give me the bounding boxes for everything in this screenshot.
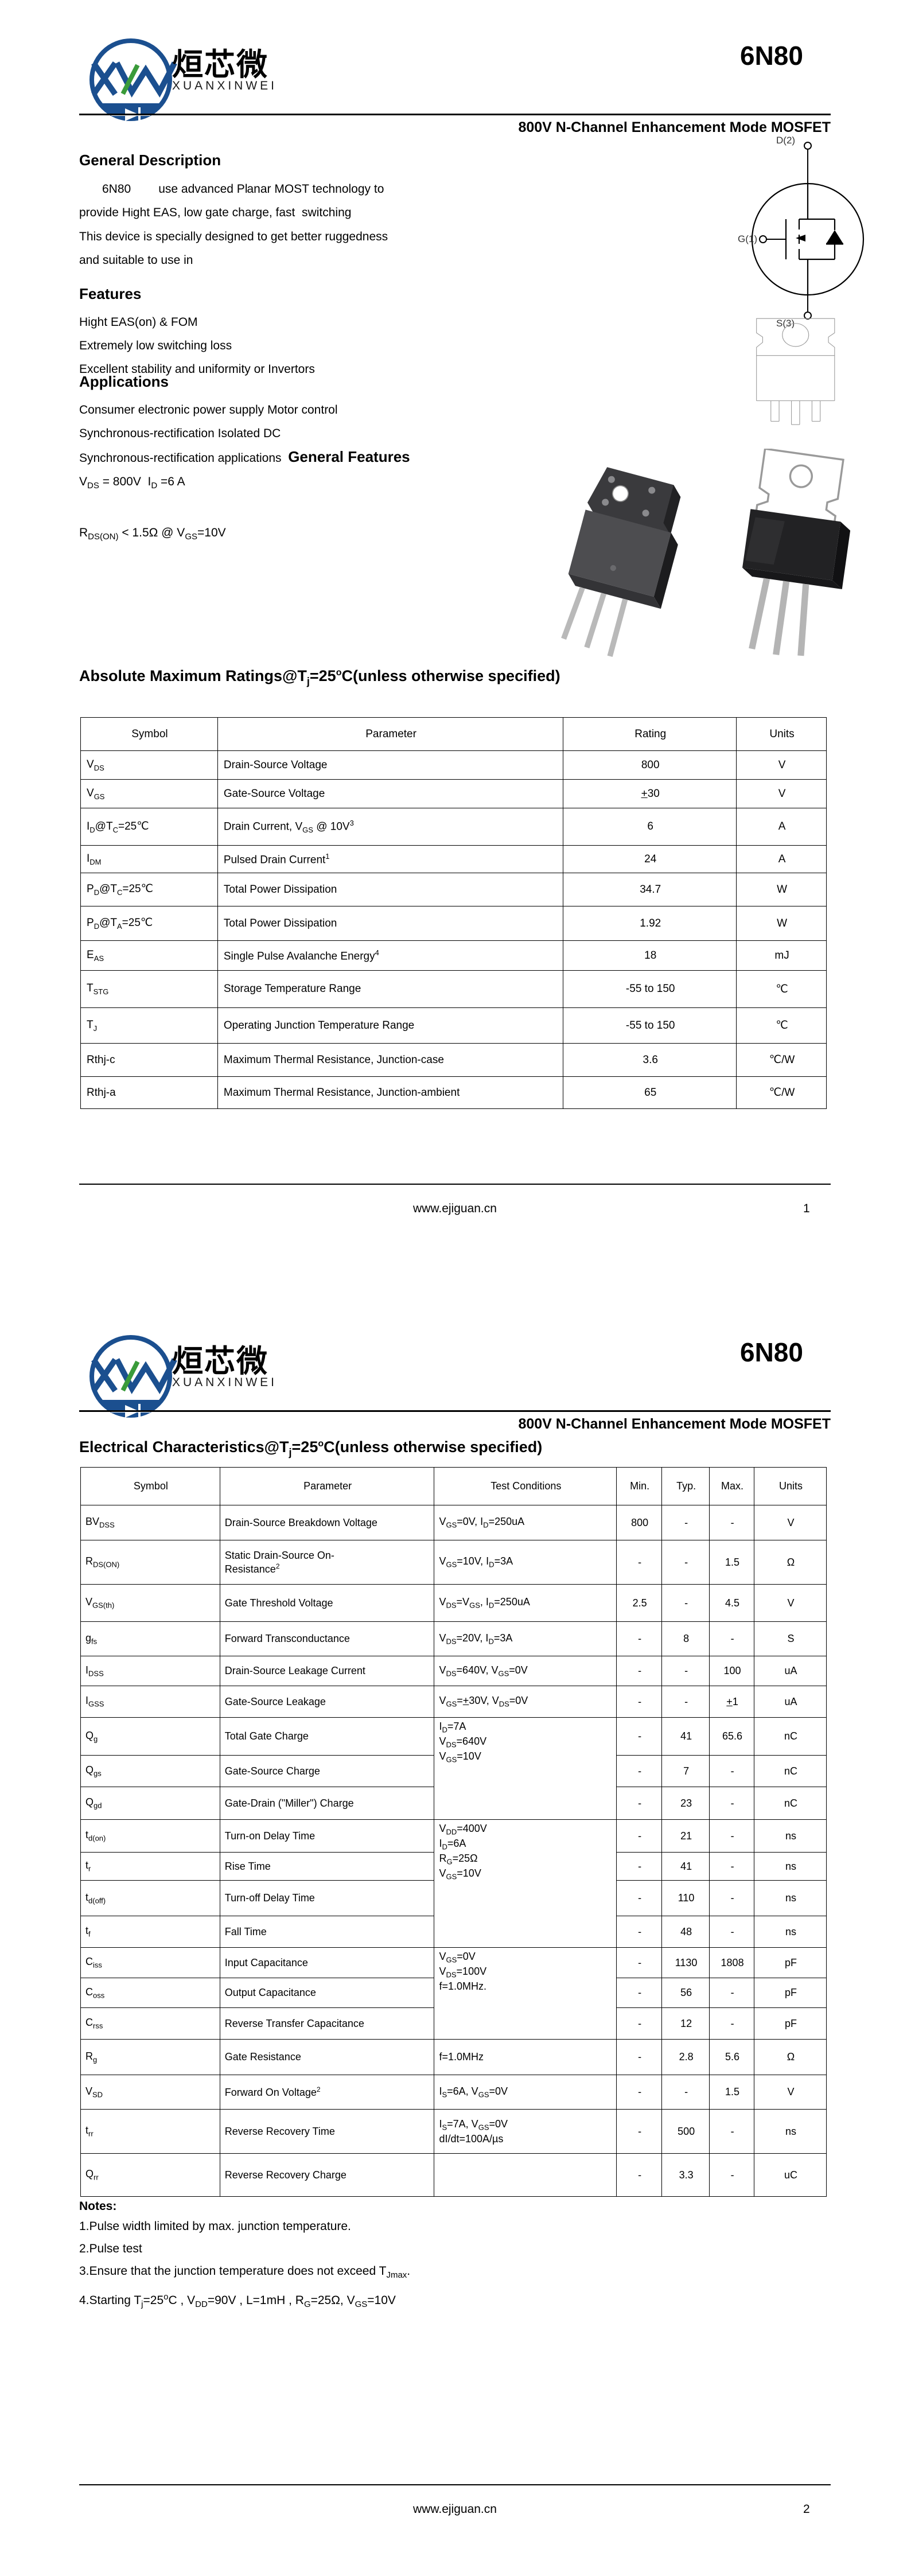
svg-text:G(1): G(1) xyxy=(738,234,757,244)
svg-text:D(2): D(2) xyxy=(776,135,795,146)
